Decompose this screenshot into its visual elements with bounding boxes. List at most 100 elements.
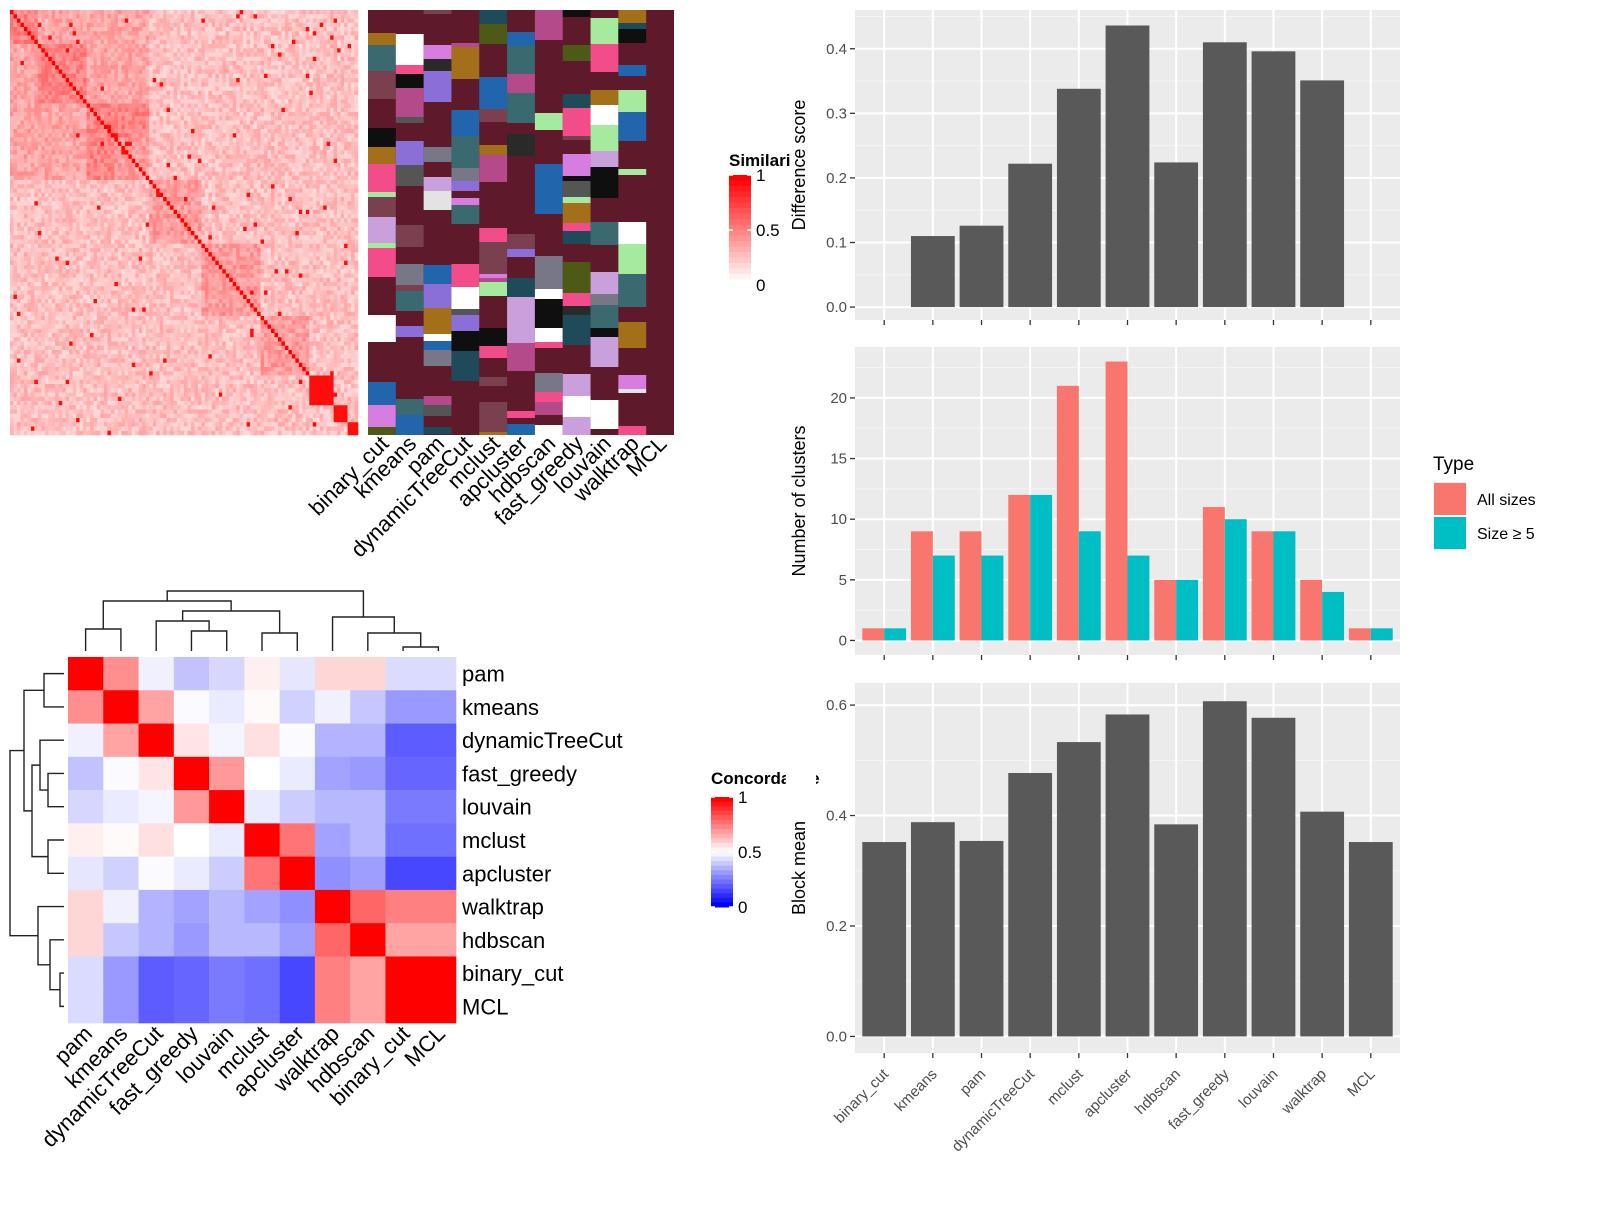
similarity-cell	[187, 56, 192, 62]
similarity-cell	[225, 14, 230, 19]
similarity-cell	[55, 171, 60, 177]
similarity-cell	[298, 90, 303, 96]
similarity-cell	[62, 73, 66, 79]
similarity-cell	[114, 112, 119, 117]
similarity-cell	[354, 103, 359, 109]
similarity-cell	[229, 129, 234, 134]
similarity-cell	[190, 31, 195, 36]
similarity-cell	[163, 78, 167, 83]
similarity-cell	[305, 90, 310, 96]
similarity-cell	[30, 188, 35, 194]
similarity-cell	[243, 10, 247, 15]
similarity-cell	[93, 48, 98, 53]
similarity-cell	[288, 35, 293, 41]
similarity-cell	[156, 163, 160, 168]
similarity-cell	[51, 214, 56, 219]
similarity-cell	[55, 82, 60, 87]
similarity-cell	[288, 150, 293, 155]
similarity-cell	[333, 180, 338, 185]
similarity-cell	[333, 73, 338, 79]
similarity-cell	[225, 95, 230, 100]
similarity-cell	[156, 35, 160, 41]
similarity-cell	[13, 116, 18, 121]
similarity-cell	[309, 180, 314, 185]
similarity-cell	[316, 171, 321, 177]
similarity-cell	[79, 35, 84, 41]
similarity-cell	[30, 154, 35, 160]
similarity-cell	[173, 209, 178, 215]
similarity-cell	[347, 90, 352, 96]
similarity-cell	[302, 103, 307, 109]
similarity-cell	[351, 171, 355, 177]
similarity-cell	[103, 201, 108, 206]
similarity-cell	[197, 137, 202, 143]
similarity-cell	[197, 78, 202, 83]
similarity-cell	[201, 133, 206, 138]
similarity-cell	[215, 120, 220, 126]
similarity-cell	[337, 31, 341, 36]
similarity-cell	[337, 112, 341, 117]
similarity-cell	[201, 107, 206, 113]
similarity-cell	[23, 171, 28, 177]
similarity-cell	[326, 18, 331, 24]
similarity-cell	[267, 150, 272, 155]
similarity-cell	[83, 129, 87, 134]
similarity-cell	[13, 112, 18, 117]
similarity-cell	[271, 56, 275, 62]
similarity-cell	[354, 158, 359, 164]
similarity-cell	[253, 180, 258, 185]
similarity-cell	[253, 209, 258, 215]
similarity-cell	[110, 112, 115, 117]
similarity-row	[10, 167, 359, 172]
similarity-cell	[298, 192, 303, 198]
similarity-cell	[204, 95, 209, 100]
similarity-cell	[20, 48, 25, 53]
similarity-cell	[312, 31, 317, 36]
similarity-cell	[27, 65, 32, 70]
similarity-cell	[302, 197, 307, 202]
similarity-cell	[316, 214, 321, 219]
similarity-cell	[34, 188, 39, 194]
similarity-cell	[284, 201, 289, 206]
similarity-cell	[69, 10, 73, 15]
similarity-cell	[225, 27, 230, 32]
similarity-cell	[65, 35, 70, 41]
similarity-cell	[103, 103, 108, 109]
similarity-cell	[239, 163, 244, 168]
similarity-cell	[184, 95, 188, 100]
similarity-cell	[354, 73, 359, 79]
similarity-cell	[62, 150, 66, 155]
similarity-cell	[76, 61, 80, 66]
similarity-cell	[124, 171, 129, 177]
similarity-cell	[86, 48, 91, 53]
similarity-cell	[246, 61, 251, 66]
similarity-cell	[166, 175, 171, 181]
similarity-cell	[229, 10, 234, 15]
similarity-cell	[13, 90, 18, 96]
similarity-cell	[274, 27, 279, 32]
similarity-cell	[121, 129, 126, 134]
similarity-cell	[232, 120, 237, 126]
similarity-cell	[16, 192, 21, 198]
similarity-cell	[218, 99, 223, 104]
similarity-cell	[93, 95, 98, 100]
similarity-cell	[23, 184, 28, 189]
similarity-cell	[34, 163, 39, 168]
similarity-cell	[72, 141, 77, 147]
similarity-cell	[298, 56, 303, 62]
similarity-cell	[271, 31, 275, 36]
similarity-cell	[86, 180, 91, 185]
similarity-cell	[55, 218, 60, 223]
similarity-cell	[173, 39, 178, 45]
similarity-cell	[97, 27, 101, 32]
similarity-cell	[250, 86, 254, 92]
similarity-cell	[10, 69, 14, 75]
similarity-cell	[257, 188, 261, 194]
similarity-cell	[281, 52, 286, 58]
similarity-cell	[204, 56, 209, 62]
similarity-cell	[152, 39, 157, 45]
similarity-cell	[257, 201, 261, 206]
similarity-cell	[354, 201, 359, 206]
similarity-cell	[23, 61, 28, 66]
similarity-cell	[194, 120, 199, 126]
